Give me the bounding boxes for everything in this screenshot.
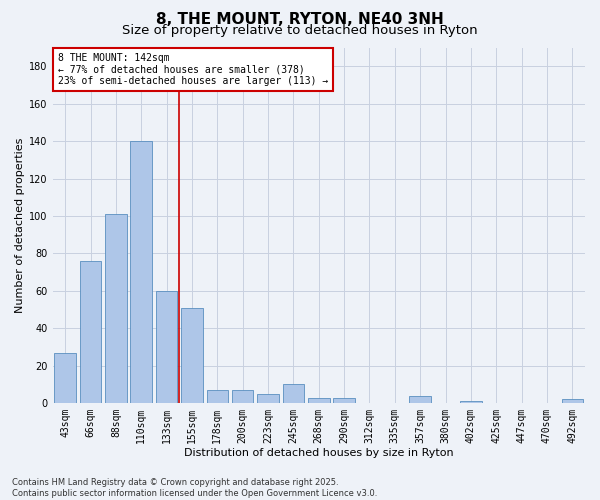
Bar: [562, 400, 583, 403]
Text: Size of property relative to detached houses in Ryton: Size of property relative to detached ho…: [122, 24, 478, 37]
Bar: [308, 398, 329, 403]
Bar: [257, 394, 279, 403]
Bar: [409, 396, 431, 403]
Bar: [232, 390, 253, 403]
Bar: [181, 308, 203, 403]
Y-axis label: Number of detached properties: Number of detached properties: [15, 138, 25, 313]
Bar: [283, 384, 304, 403]
Bar: [105, 214, 127, 403]
Bar: [206, 390, 228, 403]
Bar: [156, 291, 178, 403]
Bar: [130, 141, 152, 403]
Text: 8 THE MOUNT: 142sqm
← 77% of detached houses are smaller (378)
23% of semi-detac: 8 THE MOUNT: 142sqm ← 77% of detached ho…: [58, 53, 328, 86]
Text: 8, THE MOUNT, RYTON, NE40 3NH: 8, THE MOUNT, RYTON, NE40 3NH: [156, 12, 444, 28]
Text: Contains HM Land Registry data © Crown copyright and database right 2025.
Contai: Contains HM Land Registry data © Crown c…: [12, 478, 377, 498]
X-axis label: Distribution of detached houses by size in Ryton: Distribution of detached houses by size …: [184, 448, 454, 458]
Bar: [80, 261, 101, 403]
Bar: [55, 352, 76, 403]
Bar: [460, 402, 482, 403]
Bar: [334, 398, 355, 403]
